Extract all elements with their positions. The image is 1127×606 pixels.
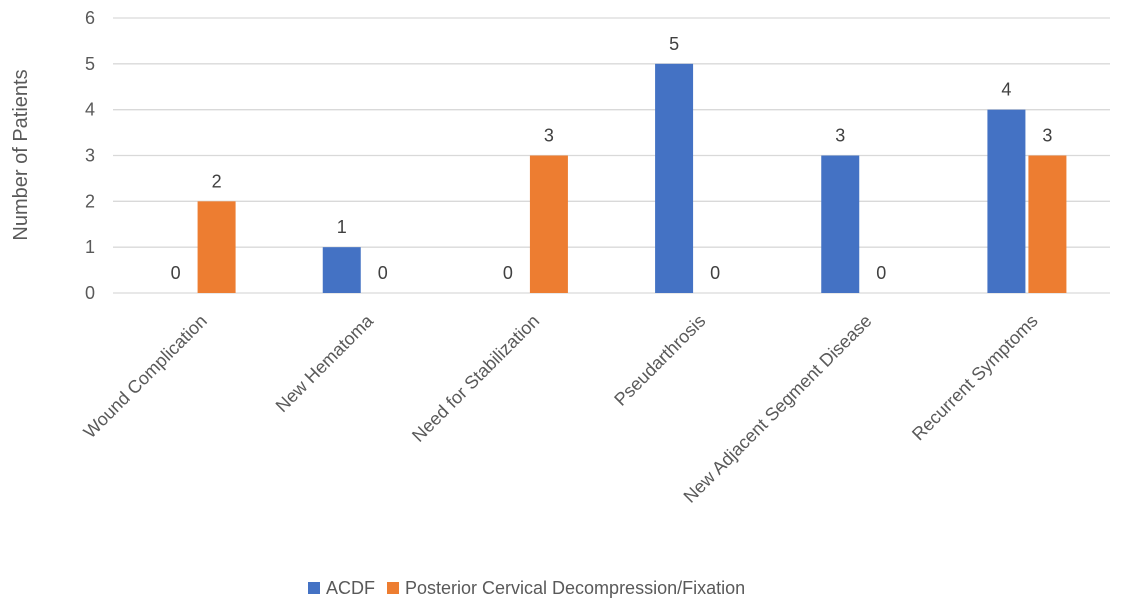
y-tick-label: 6 bbox=[85, 8, 95, 28]
x-category-label: Pseudarthrosis bbox=[610, 311, 709, 410]
data-label: 0 bbox=[171, 263, 181, 283]
data-label: 0 bbox=[503, 263, 513, 283]
legend-swatch bbox=[387, 582, 399, 594]
bar-acdf bbox=[655, 63, 694, 294]
legend-label: Posterior Cervical Decompression/Fixatio… bbox=[405, 578, 745, 598]
data-label: 3 bbox=[835, 126, 845, 146]
y-tick-label: 5 bbox=[85, 54, 95, 74]
x-category-label: New Adjacent Segment Disease bbox=[680, 311, 876, 507]
y-axis-title: Number of Patients bbox=[10, 69, 32, 240]
x-axis-categories: Wound Complication New Hematoma Need for S… bbox=[80, 310, 1042, 507]
bar-posterior bbox=[529, 155, 568, 293]
y-tick-label: 3 bbox=[85, 146, 95, 166]
data-label: 0 bbox=[876, 263, 886, 283]
data-label: 1 bbox=[337, 217, 347, 237]
y-tick-label: 4 bbox=[85, 100, 95, 120]
bar-posterior bbox=[1028, 155, 1067, 293]
x-category-label: Recurrent Symptoms bbox=[908, 311, 1042, 445]
x-category-label: Wound Complication bbox=[80, 311, 211, 442]
bar-acdf bbox=[987, 109, 1026, 294]
data-label: 0 bbox=[378, 263, 388, 283]
bars bbox=[197, 63, 1067, 294]
bar-acdf bbox=[322, 247, 361, 293]
data-label: 3 bbox=[544, 126, 554, 146]
bar-posterior bbox=[197, 201, 236, 293]
y-tick-label: 1 bbox=[85, 237, 95, 257]
y-tick-label: 2 bbox=[85, 191, 95, 211]
data-label: 4 bbox=[1001, 80, 1011, 100]
legend-swatch bbox=[308, 582, 320, 594]
y-axis-ticks: 0 1 2 3 4 5 6 bbox=[85, 8, 95, 303]
bar-acdf bbox=[821, 155, 860, 293]
x-category-label: New Hematoma bbox=[272, 310, 378, 416]
data-label: 0 bbox=[710, 263, 720, 283]
legend: ACDF Posterior Cervical Decompression/Fix… bbox=[308, 578, 745, 598]
data-label: 3 bbox=[1042, 126, 1052, 146]
gridlines bbox=[113, 17, 1110, 294]
y-tick-label: 0 bbox=[85, 283, 95, 303]
x-category-label: Need for Stabilization bbox=[408, 311, 543, 446]
legend-label: ACDF bbox=[326, 578, 375, 598]
data-label: 2 bbox=[212, 171, 222, 191]
data-labels: 0 2 1 0 0 3 5 0 3 0 4 3 bbox=[171, 34, 1053, 283]
data-label: 5 bbox=[669, 34, 679, 54]
